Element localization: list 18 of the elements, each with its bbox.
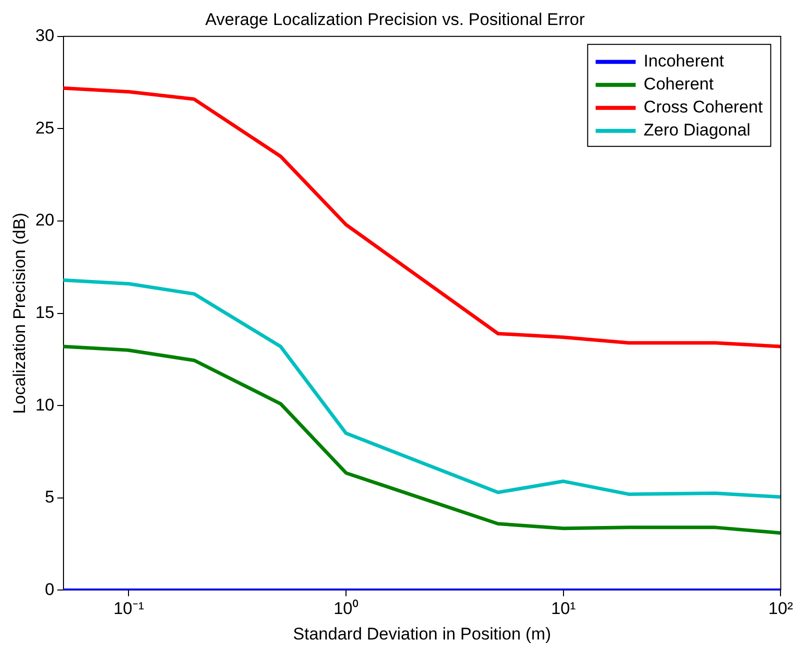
y-tick-label: 10 <box>35 395 54 414</box>
y-tick-label: 0 <box>44 580 54 599</box>
chart-title: Average Localization Precision vs. Positional Error <box>205 10 586 29</box>
x-tick-label: 10¹ <box>551 599 576 618</box>
x-axis-title: Standard Deviation in Position (m) <box>293 624 551 644</box>
x-tick-label: 10⁰ <box>334 599 359 618</box>
y-tick-label: 5 <box>44 488 54 507</box>
legend-label: Cross Coherent <box>644 98 763 117</box>
legend-label: Zero Diagonal <box>644 120 750 140</box>
legend-label: Incoherent <box>644 52 724 71</box>
x-tick-label: 10² <box>768 599 794 618</box>
y-tick-label: 15 <box>35 302 54 322</box>
y-tick-label: 30 <box>35 26 54 46</box>
legend-label: Coherent <box>644 74 714 94</box>
y-tick-label: 20 <box>35 210 54 230</box>
y-tick-label: 25 <box>35 118 54 138</box>
y-axis-title: Localization Precision (dB) <box>10 212 29 414</box>
x-tick-label: 10⁻¹ <box>113 599 144 618</box>
